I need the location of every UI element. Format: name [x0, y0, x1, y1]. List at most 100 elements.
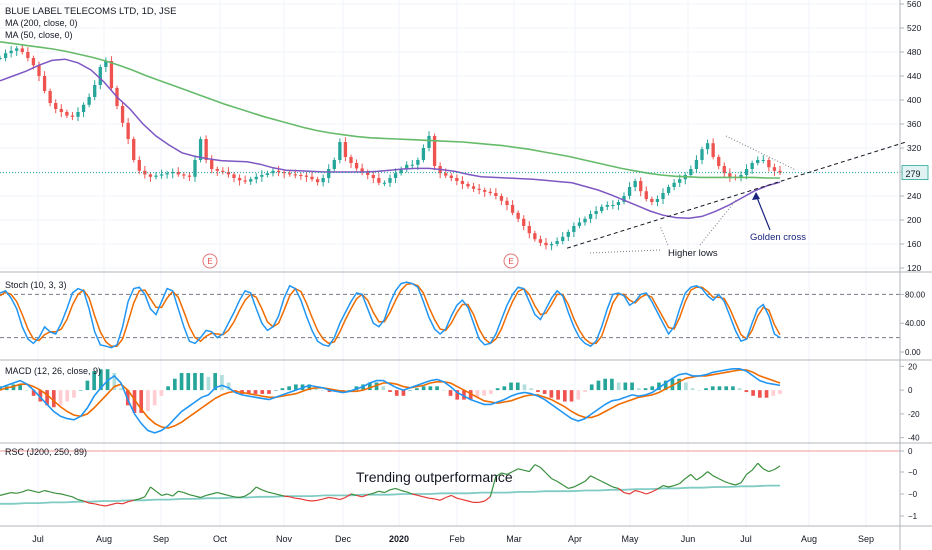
macd-histogram-bar: [85, 380, 90, 391]
x-tick-label: Sep: [153, 534, 169, 544]
candle-body: [148, 174, 153, 177]
candle-body: [561, 236, 565, 241]
candle-body: [700, 149, 704, 160]
rsc-line-segment: [551, 478, 558, 482]
candle-body: [399, 169, 403, 174]
macd-histogram-bar: [717, 386, 722, 391]
macd-histogram-bar: [731, 386, 735, 391]
candle-body: [20, 48, 24, 52]
rsc-line-segment: [322, 496, 329, 500]
candle-body: [661, 193, 665, 199]
rsc-line-segment: [38, 489, 45, 494]
x-tick-label: May: [621, 534, 639, 544]
rsc-line-segment: [696, 475, 703, 481]
macd-histogram-bar: [347, 390, 352, 391]
rsc-line-segment: [155, 490, 162, 496]
rsc-line-segment: [33, 490, 40, 494]
candle-body: [460, 181, 465, 184]
x-tick-label: Jul: [740, 534, 752, 544]
rsc-line-segment: [339, 496, 346, 501]
rsc-line-segment: [217, 492, 224, 495]
rsc-line-segment: [534, 464, 541, 468]
candle-body: [750, 163, 754, 169]
annotation-higher-lows: Higher lows: [668, 248, 718, 259]
macd-histogram-bar: [267, 390, 271, 394]
candle-body: [360, 168, 364, 172]
candle-body: [527, 226, 531, 234]
earnings-marker-1[interactable]: [202, 253, 218, 269]
macd-histogram-bar: [630, 382, 634, 391]
candle-body: [444, 173, 448, 176]
candle-body: [655, 199, 660, 202]
rsc-line-segment: [556, 480, 564, 486]
resistance-line: [725, 135, 796, 171]
stoch-k-line: [0, 281, 781, 349]
candle-body: [577, 222, 582, 226]
stoch-title: Stoch (10, 3, 3): [5, 280, 67, 290]
rsc-line-segment: [684, 473, 692, 480]
x-tick-label: Oct: [213, 534, 228, 544]
grid-layer: [0, 0, 900, 526]
macd-histogram-bar: [152, 390, 157, 406]
macd-title: MACD (12, 26, close, 9): [5, 366, 101, 376]
candle-body: [288, 173, 292, 175]
candle-body: [42, 76, 47, 91]
candle-body: [120, 106, 125, 123]
rsc-line-segment: [478, 500, 485, 503]
rsc-line-segment: [194, 495, 201, 499]
macd-histogram-bar: [25, 390, 29, 391]
macd-histogram-bar: [744, 390, 749, 393]
x-tick-label: 2020: [389, 534, 409, 544]
earnings-marker-2[interactable]: [503, 253, 519, 269]
rsc-line-segment: [707, 471, 714, 477]
macd-histogram-bar: [253, 390, 258, 394]
rsc-line-segment: [629, 489, 636, 495]
rsc-line-segment: [601, 480, 608, 485]
rsc-line-segment: [746, 469, 753, 475]
candle-body: [304, 175, 309, 177]
rsc-line-segment: [640, 491, 647, 495]
candle-body: [48, 91, 52, 103]
macd-histogram-bar: [428, 386, 433, 391]
rsc-line-segment: [763, 468, 770, 473]
rsc-line-segment: [428, 497, 435, 500]
macd-histogram-bar: [146, 390, 150, 412]
candle-body: [93, 85, 97, 97]
candle-body: [650, 199, 654, 202]
macd-histogram-bar: [132, 390, 137, 413]
rsc-line-segment: [166, 493, 173, 497]
candle-body: [165, 173, 169, 175]
candle-body: [226, 172, 231, 175]
candle-body: [432, 136, 437, 166]
y-tick-label: 240: [907, 191, 921, 201]
candle-body: [466, 184, 470, 187]
candle-body: [171, 172, 175, 174]
y-tick-label: 320: [907, 143, 921, 153]
rsc-line-segment: [228, 494, 235, 498]
macd-histogram-bar: [704, 388, 708, 391]
rsc-line-segment: [5, 492, 12, 495]
candle-body: [377, 178, 381, 183]
macd-histogram-bar: [99, 369, 103, 391]
candle-body: [483, 190, 487, 192]
y-tick-label: 520: [907, 23, 921, 33]
macd-histogram-bar: [576, 390, 581, 400]
x-tick-label: Jul: [32, 534, 44, 544]
macd-histogram-bar: [51, 390, 56, 408]
candle-body: [237, 178, 242, 181]
candle-body: [778, 170, 782, 173]
rsc-line-segment: [100, 504, 106, 507]
x-tick-label: Jun: [681, 534, 696, 544]
candle-body: [182, 174, 186, 176]
macd-histogram-bar: [529, 388, 534, 391]
rsc-line-segment: [239, 495, 246, 499]
earnings-label-1: E: [207, 257, 212, 266]
candle-body: [416, 160, 420, 165]
candle-body: [349, 157, 353, 163]
rsc-line-segment: [83, 500, 90, 504]
rsc-line-segment: [718, 478, 725, 482]
macd-histogram-bar: [166, 386, 170, 391]
rsc-line-segment: [489, 476, 497, 497]
candle-body: [756, 160, 760, 163]
